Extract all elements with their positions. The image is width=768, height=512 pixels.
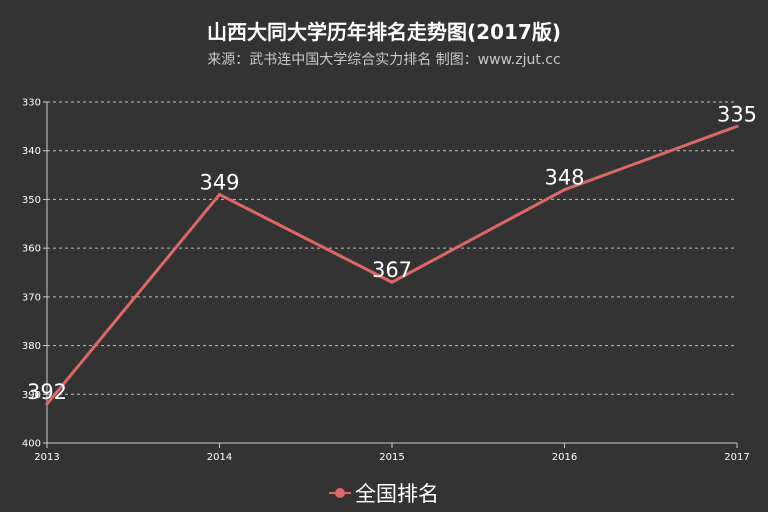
x-tick-label: 2013 (34, 452, 59, 463)
x-tick-label: 2014 (207, 452, 232, 463)
data-label: 335 (717, 102, 757, 126)
data-point (45, 402, 49, 406)
y-tick-label: 350 (22, 195, 41, 206)
y-tick-label: 380 (22, 341, 41, 352)
y-tick-label: 400 (22, 439, 41, 450)
data-point (390, 280, 394, 284)
data-label: 392 (27, 380, 67, 404)
data-label: 348 (544, 166, 584, 190)
series-layer (45, 124, 739, 406)
x-tick-label: 2015 (379, 452, 404, 463)
chart-title: 山西大同大学历年排名走势图(2017版) (207, 20, 561, 44)
x-tick-label: 2017 (724, 452, 749, 463)
gridlines (47, 101, 737, 395)
y-tick-label: 360 (22, 244, 41, 255)
x-tick-label: 2016 (552, 452, 577, 463)
y-tick-label: 340 (22, 146, 41, 157)
data-point (218, 193, 221, 197)
data-point (735, 124, 739, 128)
chart-subtitle: 来源：武书连中国大学综合实力排名 制图：www.zjut.cc (207, 52, 561, 68)
y-tick-label: 370 (22, 292, 41, 303)
y-axis-ticks: 330 340 350 360 370 380 390 400 (22, 98, 47, 450)
y-tick-label: 330 (22, 98, 41, 109)
x-axis-ticks: 2013 2014 2015 2016 2017 (34, 443, 750, 463)
data-label: 367 (372, 258, 412, 282)
legend-label: 全国排名 (355, 482, 439, 506)
legend[interactable]: 全国排名 (0, 478, 768, 508)
y-tick-label: 390 (22, 390, 41, 401)
data-label: 349 (199, 171, 239, 195)
data-point (563, 188, 566, 192)
data-labels: 392 349 367 348 335 (27, 102, 757, 404)
legend-swatch-icon (329, 487, 351, 499)
